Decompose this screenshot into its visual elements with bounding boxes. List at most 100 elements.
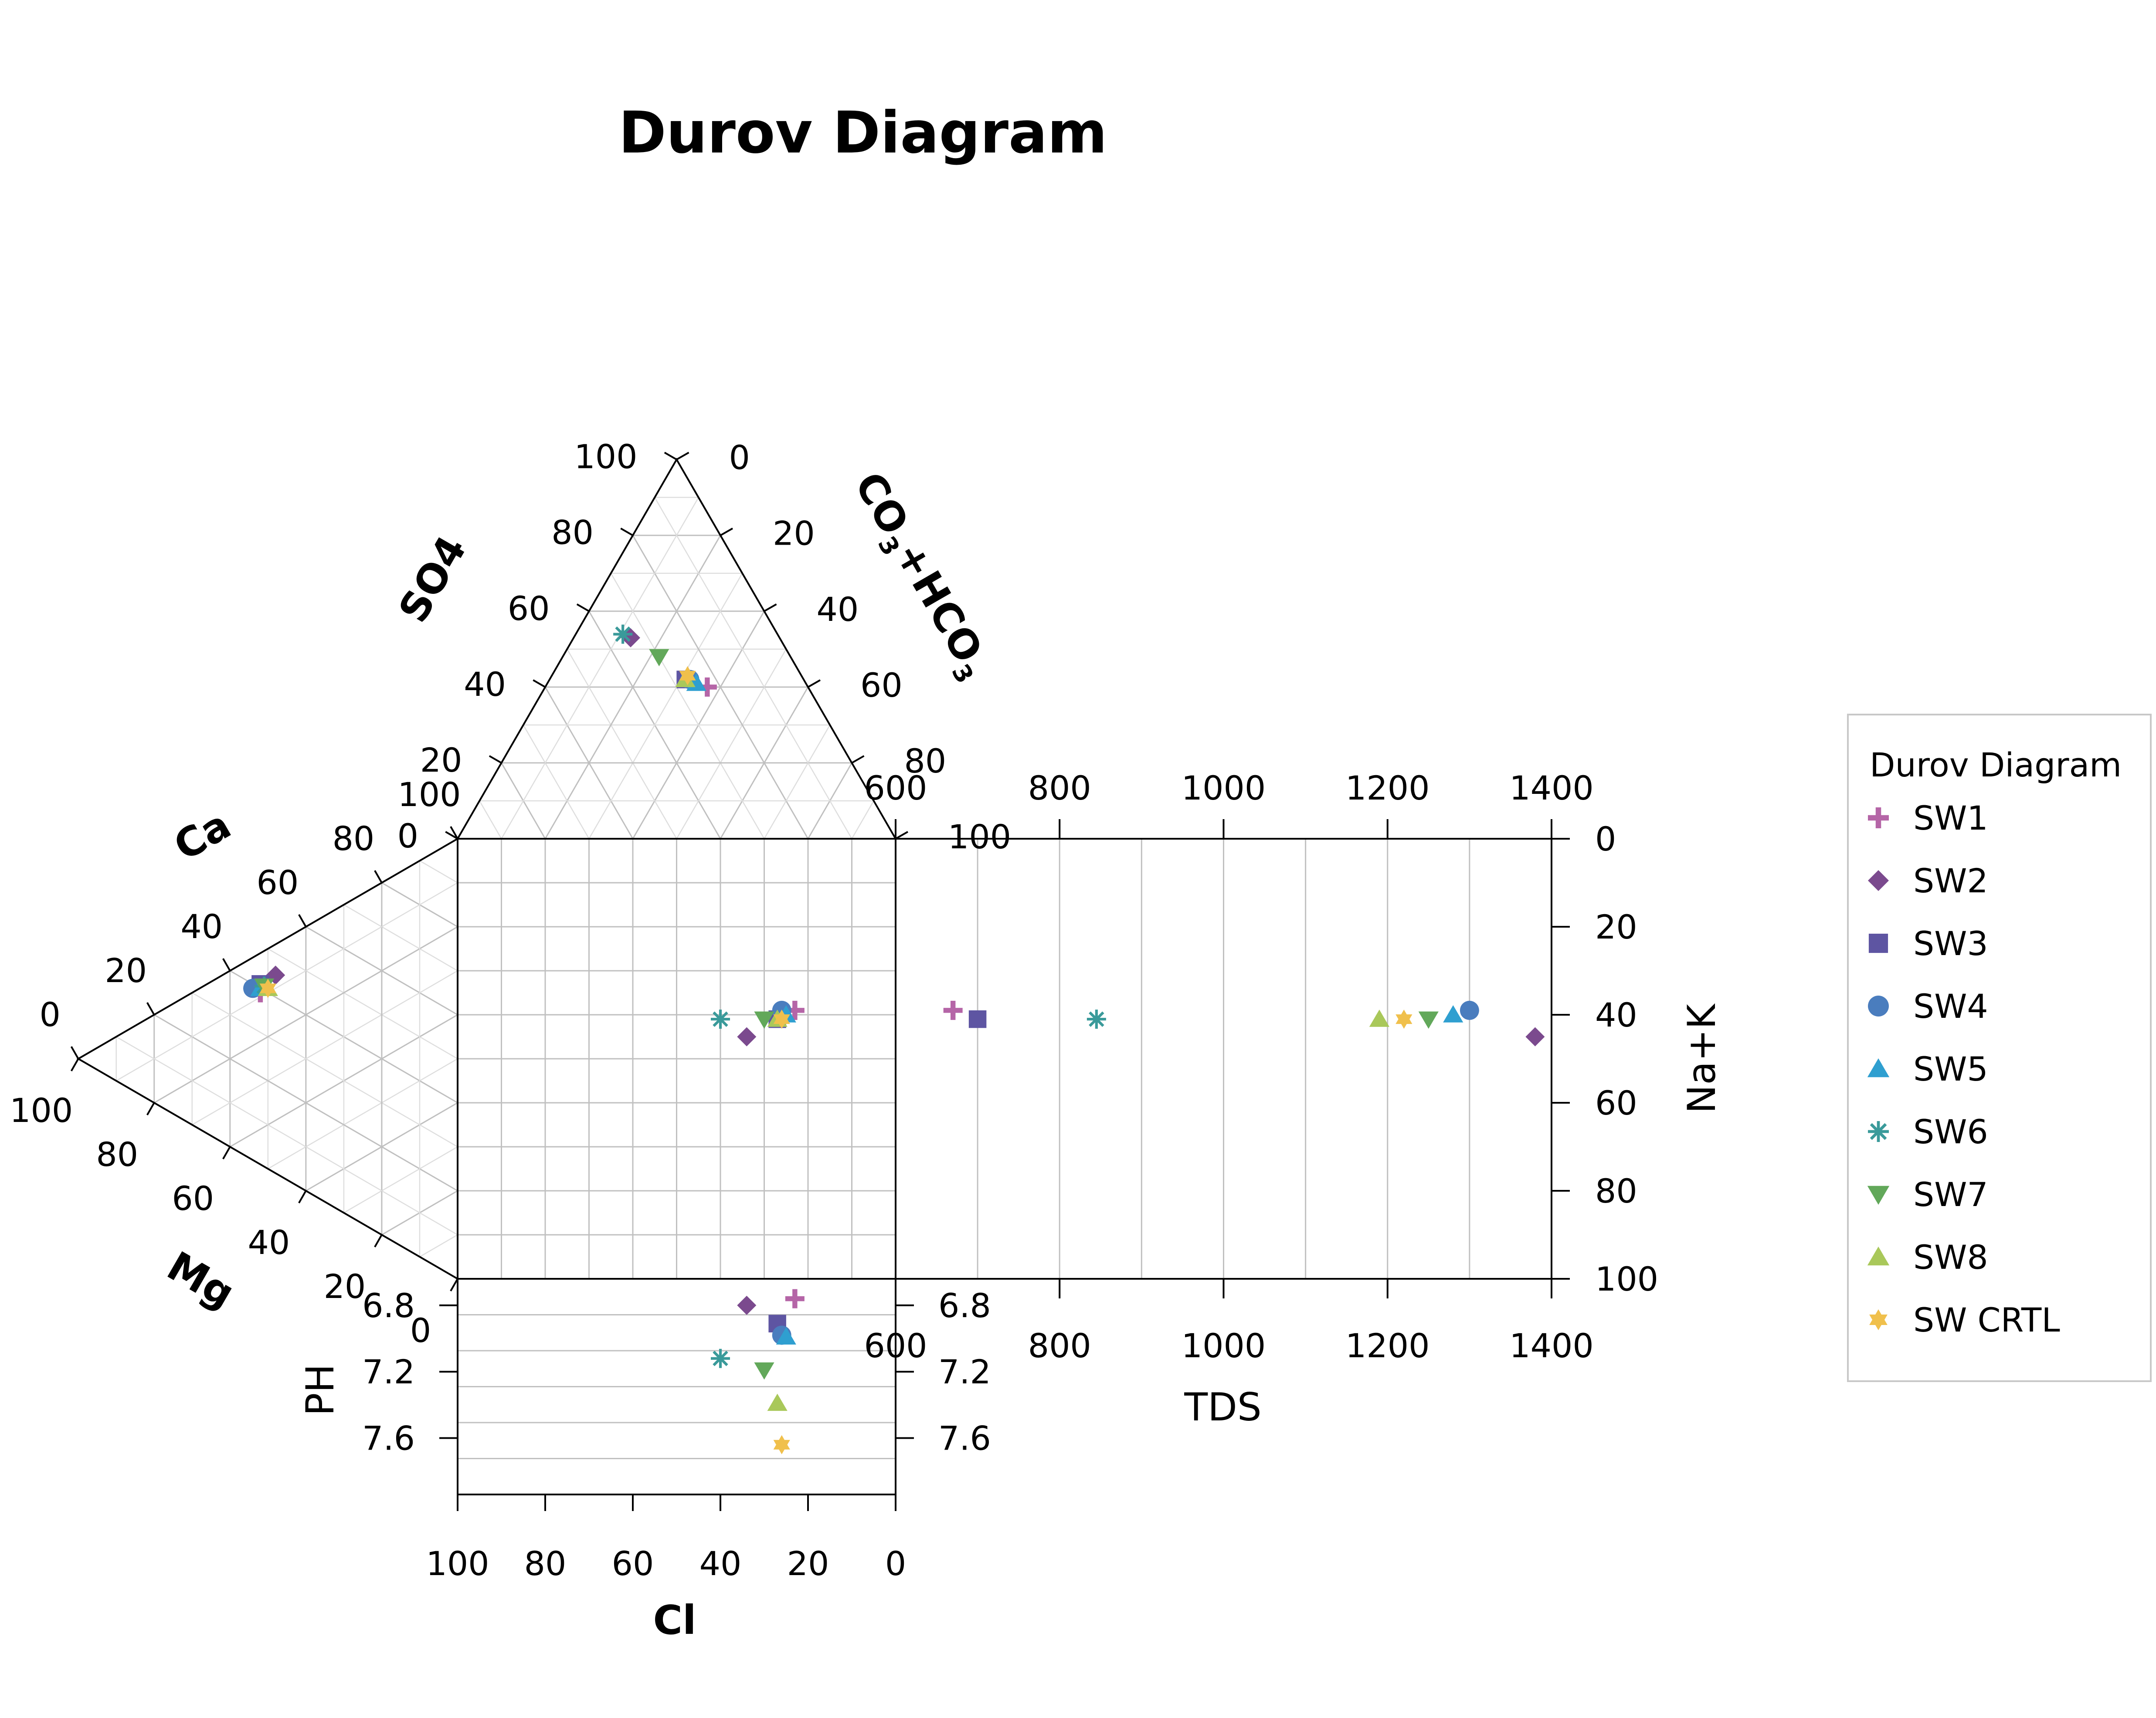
axis-title-tds: TDS (1184, 1385, 1261, 1430)
tds-top-tick-label: 800 (1028, 769, 1091, 807)
nak-tick-label: 100 (1595, 1260, 1658, 1298)
legend-sw7-marker (1867, 1186, 1890, 1205)
tds-bottom-tick-label: 1200 (1345, 1326, 1429, 1365)
sw5-ph-point (776, 1327, 796, 1345)
mg-tick-label: 100 (10, 1091, 73, 1130)
sw2-tds-point (1525, 1027, 1545, 1047)
legend-sw8-label: SW8 (1913, 1238, 1988, 1277)
sw-crtl-square-point (773, 1010, 790, 1029)
co3-tick-label: 20 (773, 514, 815, 553)
legend-sw5-label: SW5 (1913, 1050, 1988, 1088)
axis-title-cl: Cl (653, 1597, 696, 1643)
tds-top-tick-label: 600 (864, 769, 927, 807)
sw4-tds-point (1460, 1000, 1479, 1020)
gridlines (115, 497, 1470, 1459)
legend-sw2-marker (1868, 870, 1889, 891)
ca-tick-label: 20 (105, 951, 147, 990)
so4-tick-label: 40 (464, 665, 506, 704)
sw7-tds-point (1418, 1011, 1439, 1029)
ca-tick-label: 0 (39, 995, 60, 1034)
legend-sw6-label: SW6 (1913, 1112, 1988, 1151)
sw8-ph-point (767, 1393, 788, 1411)
sw2-ph-point (737, 1295, 757, 1315)
ph-panel (457, 1278, 896, 1495)
sw2-square-point (737, 1027, 757, 1047)
axis-title-mg: Mg (160, 1243, 242, 1317)
mg-tick-label: 40 (248, 1223, 290, 1262)
plot-frames (76, 457, 1552, 1495)
co3-base-label: CO (845, 464, 918, 543)
nak-tick-label: 40 (1595, 996, 1637, 1034)
axis-title-co3-hco3: CO3+HCO3 (840, 464, 1000, 688)
legend-sw1-label: SW1 (1913, 799, 1988, 837)
sw5-tds-point (1443, 1005, 1463, 1023)
cl-tick-label: 100 (426, 1544, 489, 1583)
ca-tick-label: 100 (397, 775, 461, 814)
so4-tick-label: 20 (420, 741, 462, 779)
sw1-tds-point (943, 1000, 963, 1020)
mg-tick-label: 20 (324, 1267, 366, 1306)
tds-bottom-tick-label: 1400 (1509, 1326, 1593, 1365)
sw6-square-point (711, 1010, 730, 1029)
data-points (243, 624, 1545, 1454)
cl-tick-label: 40 (699, 1544, 742, 1583)
co3-tick-label: 40 (817, 590, 859, 629)
legend-sw4-marker (1868, 996, 1889, 1017)
axis-title-ph: PH (298, 1364, 343, 1416)
legend-sw3-marker (1868, 933, 1888, 953)
sw-crtl-anion-point (679, 666, 696, 685)
chart-title: Durov Diagram (618, 99, 1107, 166)
sw8-tds-point (1369, 1010, 1390, 1027)
axis-title-nak: Na+K (1679, 1003, 1724, 1113)
sw-crtl-ph-point (773, 1435, 790, 1454)
so4-tick-label: 80 (551, 513, 594, 552)
sw-crtl-cation-point (259, 979, 276, 998)
cl-tick-label: 0 (885, 1544, 906, 1583)
sw-crtl-tds-point (1395, 1010, 1412, 1029)
legend-sw8-marker (1867, 1247, 1890, 1266)
mg-tick-label: 80 (96, 1135, 138, 1174)
sw7-ph-point (754, 1362, 774, 1380)
sw6-tds-point (1086, 1010, 1106, 1029)
nak-tick-label: 20 (1595, 908, 1637, 946)
sw1-anion-point (697, 677, 717, 697)
axis-title-so4: SO4 (390, 528, 475, 630)
nak-tick-label: 80 (1595, 1172, 1637, 1210)
legend-sw3-label: SW3 (1913, 924, 1988, 963)
ca-tick-label: 80 (333, 819, 375, 858)
legend-sw5-marker (1867, 1058, 1890, 1078)
ph-left-tick-label: 7.6 (362, 1419, 415, 1458)
sw7-anion-point (649, 649, 669, 667)
legend-sw-crtl-marker (1869, 1309, 1888, 1330)
ph-right-tick-label: 7.2 (938, 1352, 991, 1391)
co3-tick-label: 100 (948, 817, 1011, 856)
co3-tick-label: 80 (904, 742, 947, 780)
sw6-ph-point (711, 1349, 730, 1368)
so4-tick-label: 60 (508, 589, 550, 628)
tds-top-tick-label: 1000 (1182, 769, 1266, 807)
legend-sw1-marker (1868, 807, 1889, 828)
legend-sw6-marker (1868, 1121, 1889, 1142)
co3-tick-label: 60 (860, 666, 903, 705)
ph-right-tick-label: 6.8 (938, 1286, 991, 1325)
mg-tick-label: 60 (172, 1179, 214, 1218)
nak-tick-label: 60 (1595, 1084, 1637, 1122)
cl-tick-label: 80 (524, 1544, 567, 1583)
sw1-ph-point (785, 1289, 805, 1308)
sw3-tds-point (968, 1010, 987, 1028)
ph-right-tick-label: 7.6 (938, 1419, 991, 1458)
sw7-square-point (754, 1011, 774, 1029)
nak-tick-label: 0 (1595, 820, 1616, 858)
tds-top-tick-label: 1200 (1345, 769, 1429, 807)
legend-sw4-label: SW4 (1913, 987, 1988, 1026)
so4-tick-label: 0 (397, 817, 418, 855)
legend-sw2-label: SW2 (1913, 861, 1988, 900)
legend-box (1847, 714, 2152, 1382)
axis-title-ca: Ca (166, 801, 238, 870)
tds-top-tick-label: 1400 (1509, 769, 1593, 807)
ph-left-tick-label: 6.8 (362, 1286, 415, 1325)
cl-tick-label: 20 (787, 1544, 829, 1583)
cl-tick-label: 60 (612, 1544, 654, 1583)
sw6-anion-point (613, 624, 633, 644)
